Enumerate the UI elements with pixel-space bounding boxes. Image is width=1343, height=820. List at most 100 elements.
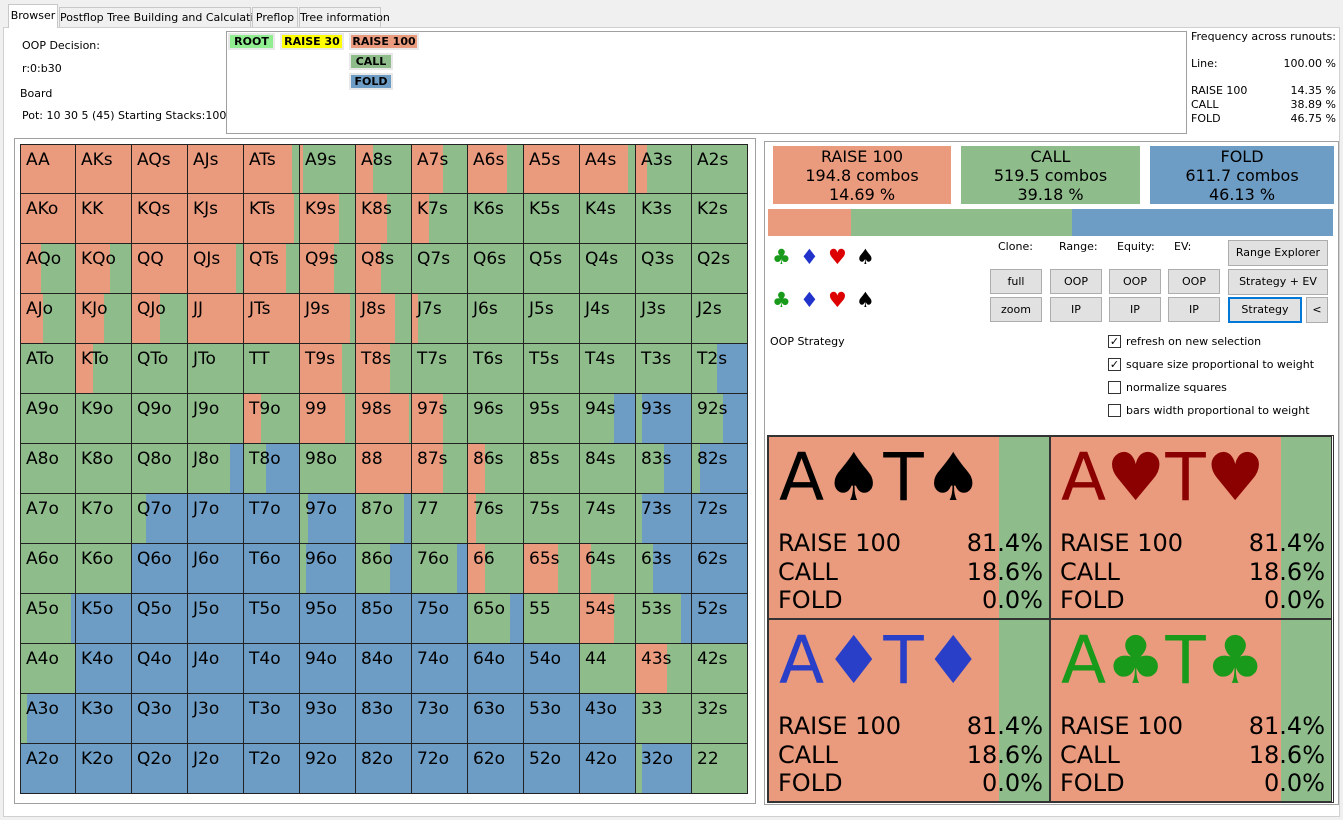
- hand-cell[interactable]: K4s: [580, 194, 636, 244]
- hand-cell[interactable]: 53o: [524, 694, 580, 744]
- suit-filter[interactable]: ♦: [800, 245, 819, 269]
- hand-cell[interactable]: 63o: [468, 694, 524, 744]
- hand-cell[interactable]: Q2o: [132, 744, 188, 794]
- hand-cell[interactable]: 95o: [300, 594, 356, 644]
- hand-cell[interactable]: 64o: [468, 644, 524, 694]
- hand-cell[interactable]: J5s: [524, 294, 580, 344]
- hand-cell[interactable]: 98s: [356, 394, 412, 444]
- hand-cell[interactable]: T5s: [524, 344, 580, 394]
- button[interactable]: full: [990, 269, 1042, 294]
- hand-cell[interactable]: A9s: [300, 144, 356, 194]
- tab[interactable]: Tree information: [299, 7, 390, 27]
- hand-cell[interactable]: 44: [580, 644, 636, 694]
- tab[interactable]: Postflop Tree Building and Calculations: [59, 7, 273, 27]
- checkbox-label[interactable]: square size proportional to weight: [1126, 358, 1315, 371]
- checkbox-label[interactable]: refresh on new selection: [1126, 335, 1262, 348]
- hand-cell[interactable]: 74o: [412, 644, 468, 694]
- hand-cell[interactable]: A3o: [20, 694, 76, 744]
- hand-cell[interactable]: 65o: [468, 594, 524, 644]
- hand-cell[interactable]: 75o: [412, 594, 468, 644]
- hand-cell[interactable]: 83o: [356, 694, 412, 744]
- hand-cell[interactable]: K9o: [76, 394, 132, 444]
- hand-cell[interactable]: JJ: [188, 294, 244, 344]
- hand-cell[interactable]: K4o: [76, 644, 132, 694]
- button[interactable]: OOP: [1168, 269, 1220, 294]
- hand-cell[interactable]: 53s: [636, 594, 692, 644]
- hand-cell[interactable]: T4o: [244, 644, 300, 694]
- hand-cell[interactable]: AQo: [20, 244, 76, 294]
- hand-cell[interactable]: K8o: [76, 444, 132, 494]
- hand-cell[interactable]: 85s: [524, 444, 580, 494]
- hand-cell[interactable]: AJs: [188, 144, 244, 194]
- hand-cell[interactable]: 54o: [524, 644, 580, 694]
- suit-filter[interactable]: ♦: [800, 288, 819, 312]
- hand-cell[interactable]: A6o: [20, 544, 76, 594]
- hand-cell[interactable]: T8o: [244, 444, 300, 494]
- hand-cell[interactable]: J9o: [188, 394, 244, 444]
- hand-cell[interactable]: QQ: [132, 244, 188, 294]
- hand-cell[interactable]: QJs: [188, 244, 244, 294]
- hand-cell[interactable]: 94s: [580, 394, 636, 444]
- suit-filter[interactable]: ♣: [772, 245, 791, 269]
- hand-cell[interactable]: K7o: [76, 494, 132, 544]
- hand-cell[interactable]: T3o: [244, 694, 300, 744]
- hand-cell[interactable]: 55: [524, 594, 580, 644]
- hand-cell[interactable]: 83s: [636, 444, 692, 494]
- hand-cell[interactable]: J2o: [188, 744, 244, 794]
- hand-cell[interactable]: 43o: [580, 694, 636, 744]
- hand-cell[interactable]: TT: [244, 344, 300, 394]
- hand-cell[interactable]: 88: [356, 444, 412, 494]
- hand-cell[interactable]: 62s: [692, 544, 748, 594]
- hand-cell[interactable]: J9s: [300, 294, 356, 344]
- hand-cell[interactable]: AJo: [20, 294, 76, 344]
- hand-cell[interactable]: J7s: [412, 294, 468, 344]
- action-box[interactable]: RAISE 100 194.8 combos 14.69 %: [773, 146, 951, 204]
- button[interactable]: Strategy + EV: [1228, 269, 1328, 295]
- hand-cell[interactable]: 22: [692, 744, 748, 794]
- checkbox-label[interactable]: normalize squares: [1126, 381, 1227, 394]
- hand-cell[interactable]: T7o: [244, 494, 300, 544]
- hand-cell[interactable]: AA: [20, 144, 76, 194]
- suit-filter[interactable]: ♠: [856, 245, 875, 269]
- hand-cell[interactable]: QTs: [244, 244, 300, 294]
- button[interactable]: IP: [1050, 297, 1102, 322]
- hand-cell[interactable]: 32s: [692, 694, 748, 744]
- hand-cell[interactable]: K6o: [76, 544, 132, 594]
- hand-cell[interactable]: QJo: [132, 294, 188, 344]
- button[interactable]: Strategy: [1228, 297, 1302, 323]
- hand-cell[interactable]: J2s: [692, 294, 748, 344]
- hand-cell[interactable]: 75s: [524, 494, 580, 544]
- hand-cell[interactable]: Q8o: [132, 444, 188, 494]
- hand-cell[interactable]: A2s: [692, 144, 748, 194]
- hand-cell[interactable]: 74s: [580, 494, 636, 544]
- hand-cell[interactable]: K5o: [76, 594, 132, 644]
- hand-cell[interactable]: 42o: [580, 744, 636, 794]
- button[interactable]: Range Explorer: [1228, 240, 1328, 266]
- hand-cell[interactable]: K9s: [300, 194, 356, 244]
- hand-cell[interactable]: KQo: [76, 244, 132, 294]
- hand-cell[interactable]: KTs: [244, 194, 300, 244]
- hand-cell[interactable]: T5o: [244, 594, 300, 644]
- hand-cell[interactable]: K2s: [692, 194, 748, 244]
- hand-cell[interactable]: 96s: [468, 394, 524, 444]
- hand-cell[interactable]: 65s: [524, 544, 580, 594]
- tree-node[interactable]: CALL: [349, 53, 393, 70]
- hand-cell[interactable]: 86s: [468, 444, 524, 494]
- hand-cell[interactable]: 77: [412, 494, 468, 544]
- hand-cell[interactable]: KQs: [132, 194, 188, 244]
- hand-cell[interactable]: Q5s: [524, 244, 580, 294]
- hand-cell[interactable]: JTo: [188, 344, 244, 394]
- tree-node[interactable]: RAISE 100: [349, 33, 419, 50]
- hand-cell[interactable]: 64s: [580, 544, 636, 594]
- hand-cell[interactable]: 94o: [300, 644, 356, 694]
- tree-node[interactable]: FOLD: [349, 73, 393, 90]
- hand-cell[interactable]: KJo: [76, 294, 132, 344]
- tab[interactable]: Preflop: [252, 7, 298, 27]
- hand-cell[interactable]: 72o: [412, 744, 468, 794]
- hand-detail[interactable]: A♥T♥ RAISE 100 81.4% CALL 18.6% FOLD 0.0%: [1050, 436, 1332, 619]
- checkbox-label[interactable]: bars width proportional to weight: [1126, 404, 1310, 417]
- hand-detail[interactable]: A♦T♦ RAISE 100 81.4% CALL 18.6% FOLD 0.0%: [768, 619, 1050, 802]
- button[interactable]: IP: [1109, 297, 1161, 322]
- hand-cell[interactable]: T7s: [412, 344, 468, 394]
- hand-cell[interactable]: 99: [300, 394, 356, 444]
